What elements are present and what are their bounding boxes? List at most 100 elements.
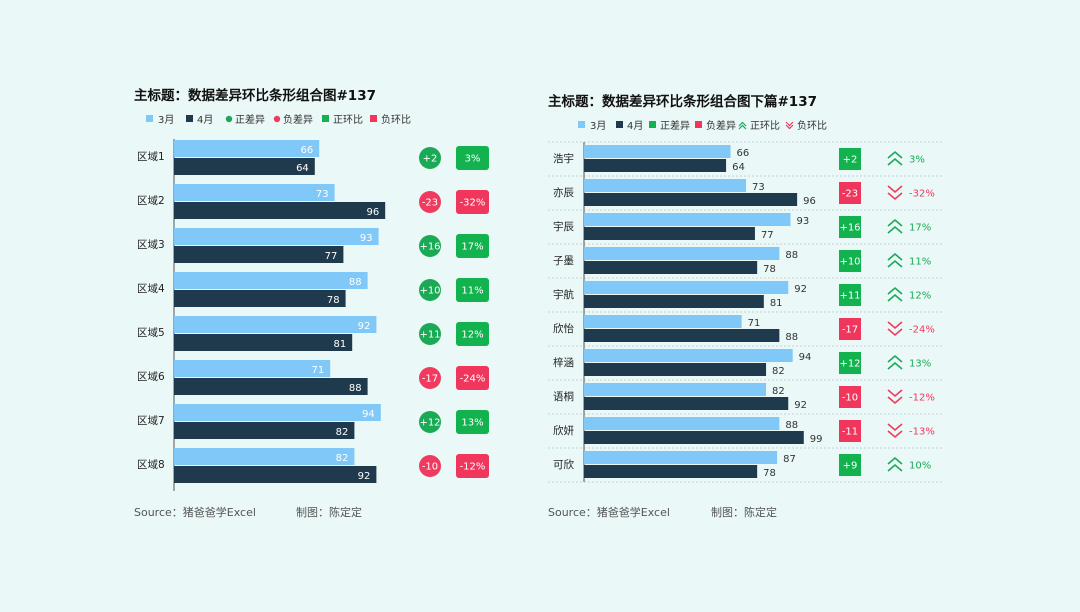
chart2-bar-march [584, 179, 747, 192]
chart2-category-label: 子墨 [553, 255, 574, 267]
chart2-diff-label: -17 [842, 325, 858, 336]
chart1-bar-april [174, 158, 315, 175]
chart1-label-march: 88 [349, 277, 362, 288]
chart2-legend-positive-swatch [649, 121, 656, 128]
chart2-label-march: 66 [737, 148, 750, 159]
chart2-legend-april-swatch [616, 121, 623, 128]
chart1-ratio-label: 11% [461, 286, 483, 297]
chart1-label-april: 96 [366, 207, 379, 218]
chart2-ratio-down-icon [887, 185, 903, 201]
chart2-legend-negative-swatch [695, 121, 702, 128]
chart2-legend-pos-ratio: 正环比 [750, 120, 780, 132]
chart1-ratio-label: 12% [461, 330, 483, 341]
chart2-bar-march [584, 417, 780, 430]
chart2-diff-label: +10 [839, 257, 860, 268]
chart1-bar-march [174, 272, 368, 289]
chart2-bar-april [584, 363, 767, 376]
chart2-legend-march-swatch [578, 121, 585, 128]
chart1-legend-april: 4月 [197, 114, 213, 126]
chart2-diff-badge [839, 250, 861, 272]
chart1-label-march: 94 [362, 409, 375, 420]
chart2-bar-march [584, 281, 789, 294]
chart2-author: 制图：陈定定 [711, 505, 777, 519]
chart1-legend-neg-ratio: 负环比 [381, 113, 411, 126]
chart2-label-april: 81 [770, 298, 783, 309]
chart1-bar-march [174, 316, 377, 333]
chart1-diff-label: +10 [419, 286, 440, 297]
chart1-diff-badge [419, 323, 441, 345]
chart2-diff-label: +2 [843, 155, 858, 166]
chart2-ratio-label: 3% [909, 155, 925, 166]
chart2-category-label: 亦辰 [553, 186, 574, 199]
chart2-bar-march [584, 247, 780, 260]
chart1-label-april: 81 [333, 339, 346, 350]
chart1-bar-april [174, 290, 346, 307]
chart2-bar-april [584, 227, 755, 240]
chart1-diff-label: -23 [422, 198, 438, 209]
chart1-label-march: 92 [358, 321, 371, 332]
chart2-label-march: 94 [799, 352, 812, 363]
chart2-legend-neg-ratio: 负环比 [797, 119, 827, 132]
chart2-ratio-label: 11% [909, 257, 931, 268]
chart2-bar-april [584, 261, 758, 274]
chart2-ratio-down-icon [887, 423, 903, 439]
chart1-title: 主标题：数据差异环比条形组合图#137 [134, 87, 376, 104]
chart2-diff-badge [839, 318, 861, 340]
chart1-label-april: 77 [325, 251, 338, 262]
chart2-label-march: 88 [785, 250, 798, 261]
chart1-ratio-badge [456, 322, 489, 346]
chart2-label-april: 92 [794, 400, 807, 411]
chart1-label-march: 73 [316, 189, 329, 200]
chart2-source: Source：猪爸爸学Excel [548, 505, 670, 519]
chart2-bar-march [584, 145, 731, 158]
chart2-bar-march [584, 451, 778, 464]
chart1-ratio-label: -12% [460, 462, 486, 473]
chart2-diff-badge [839, 420, 861, 442]
chart1-ratio-label: 3% [465, 154, 481, 165]
chart1-legend: 3月 4月 正差异 负差异 正环比 负环比 [146, 113, 411, 126]
chart2-ratio-label: 13% [909, 359, 931, 370]
chart1-ratio-label: -32% [460, 198, 486, 209]
chart2-ratio-label: -32% [909, 189, 935, 200]
chart2-category-label: 梓涵 [553, 356, 574, 369]
chart2-bar-march [584, 213, 791, 226]
chart2-legend-april: 4月 [627, 120, 643, 132]
chart2-label-march: 87 [783, 454, 796, 465]
chart1-ratio-badge [456, 146, 489, 170]
chart1-bar-march [174, 448, 355, 465]
chart2-category-label: 宇航 [553, 288, 574, 301]
chart2-category-label: 宇辰 [553, 220, 574, 233]
chart1-category-label: 区域8 [137, 458, 165, 471]
chart1-category-label: 区域7 [137, 414, 165, 427]
chart2-bar-april [584, 397, 789, 410]
chart1-bar-march [174, 228, 379, 245]
chart2-diff-label: +9 [843, 461, 858, 472]
chart1-category-label: 区域2 [137, 194, 165, 207]
chart2-ratio-up-icon [887, 252, 903, 268]
chart2-label-april: 78 [763, 264, 776, 275]
chart1-diff-badge [419, 411, 441, 433]
chart1-label-april: 64 [296, 163, 309, 174]
chart2-bar-march [584, 349, 793, 362]
chart2-bar-march [584, 315, 742, 328]
chart1-author: 制图：陈定定 [296, 505, 362, 519]
chart2-category-label: 可欣 [553, 458, 574, 471]
chart1-diff-label: +2 [423, 154, 438, 165]
chart1-label-march: 66 [300, 145, 313, 156]
chart1-legend-positive-swatch [225, 115, 233, 123]
chart2-label-april: 99 [810, 434, 823, 445]
chart1-ratio-badge [456, 278, 489, 302]
chart2-label-april: 88 [785, 332, 798, 343]
chart2-bar-april [584, 295, 764, 308]
chart1-diff-badge [419, 455, 441, 477]
chart2-bar-april [584, 431, 804, 444]
chart2-label-april: 78 [763, 468, 776, 479]
chart1-label-march: 93 [360, 233, 373, 244]
chart2-ratio-up-icon [887, 456, 903, 472]
chart1-category-label: 区域5 [137, 326, 165, 339]
chart1-ratio-badge [456, 410, 489, 434]
chart2-legend-pos-ratio-icon [738, 121, 747, 130]
chart2-diff-badge [839, 284, 861, 306]
chart1-legend-negative-swatch [273, 115, 281, 123]
chart1-label-april: 92 [358, 471, 371, 482]
